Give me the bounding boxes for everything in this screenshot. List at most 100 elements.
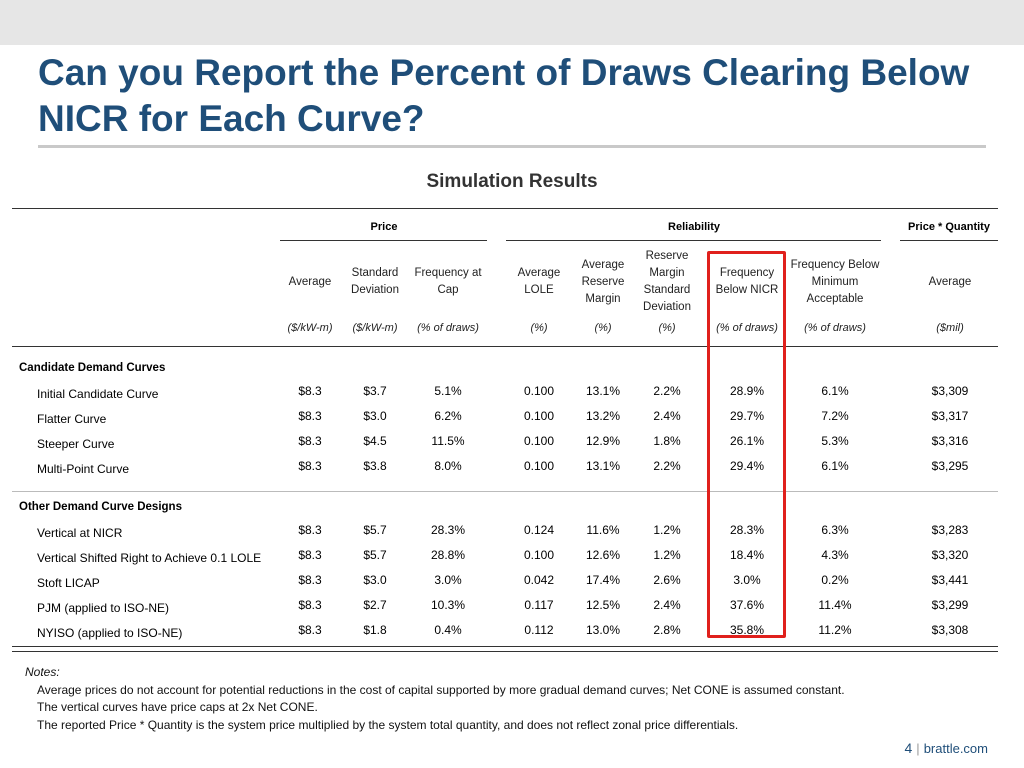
- table-cell: 13.2%: [585, 409, 621, 423]
- column-unit: (% of draws): [417, 322, 479, 334]
- group-header-reliability: Reliability: [668, 221, 720, 233]
- row-label: Vertical Shifted Right to Achieve 0.1 LO…: [37, 551, 262, 565]
- table-cell: 28.9%: [729, 384, 765, 398]
- row-label: NYISO (applied to ISO-NE): [37, 626, 183, 640]
- slide-title: Can you Report the Percent of Draws Clea…: [38, 52, 970, 139]
- table-cell: 6.2%: [434, 409, 462, 423]
- section-title: Other Demand Curve Designs: [19, 501, 182, 513]
- table-cell: 2.4%: [653, 598, 681, 612]
- table-cell: 2.4%: [653, 409, 681, 423]
- table-cell: 2.2%: [653, 384, 681, 398]
- table-cell: $1.8: [363, 623, 387, 637]
- table-cell: 35.8%: [729, 623, 765, 637]
- section-divider: [12, 491, 998, 492]
- group-rule-price: [280, 240, 487, 241]
- table-cell: $8.3: [298, 459, 322, 473]
- row-label: Multi-Point Curve: [37, 462, 130, 476]
- group-header-price: Price: [370, 221, 398, 233]
- table-cell: $5.7: [363, 548, 387, 562]
- table-cell: 0.100: [523, 459, 555, 473]
- table-cell: $8.3: [298, 548, 322, 562]
- table-cell: 29.7%: [729, 409, 765, 423]
- table-cell: $8.3: [298, 573, 322, 587]
- table-cell: 0.117: [524, 598, 554, 612]
- column-unit: ($mil): [936, 322, 964, 334]
- column-header: Reserve Margin Standard Deviation: [643, 250, 691, 313]
- table-cell: 1.2%: [653, 548, 681, 562]
- table-cell: 12.9%: [585, 434, 621, 448]
- table-cell: $2.7: [363, 598, 387, 612]
- table-cell: 2.2%: [653, 459, 681, 473]
- table-cell: $3,295: [931, 459, 969, 473]
- table-cell: $3.7: [363, 384, 387, 398]
- table-cell: 12.6%: [585, 548, 621, 562]
- column-unit: (% of draws): [804, 322, 866, 334]
- table-bottom-rule: [12, 646, 998, 652]
- table-cell: 13.1%: [585, 384, 621, 398]
- column-header: Average Reserve Margin: [581, 258, 625, 305]
- section-title: Candidate Demand Curves: [19, 362, 166, 374]
- table-cell: 1.8%: [653, 434, 681, 448]
- table-cell: $3,299: [931, 598, 969, 612]
- row-label: Vertical at NICR: [37, 526, 123, 540]
- column-header: Frequency Below Minimum Acceptable: [790, 258, 880, 305]
- column-unit: (%): [658, 322, 676, 334]
- table-caption: Simulation Results: [426, 171, 598, 192]
- table-top-rule: [12, 208, 998, 209]
- table-cell: 11.6%: [586, 523, 620, 537]
- table-cell: $4.5: [363, 434, 387, 448]
- table-cell: $3.0: [363, 409, 387, 423]
- row-label: Steeper Curve: [37, 437, 115, 451]
- notes: Notes: Average prices do not account for…: [25, 664, 845, 734]
- column-header: Average LOLE: [517, 267, 561, 296]
- top-bar: [0, 0, 1024, 45]
- title-rule: [38, 145, 986, 148]
- table-cell: 28.3%: [430, 523, 466, 537]
- group-header-price-quantity: Price * Quantity: [908, 221, 990, 233]
- table-cell: $8.3: [298, 434, 322, 448]
- column-header: Average: [288, 275, 332, 288]
- column-header: Standard Deviation: [351, 267, 399, 296]
- table-cell: 0.124: [523, 523, 555, 537]
- table-cell: 1.2%: [653, 523, 681, 537]
- table-cell: 0.2%: [821, 573, 849, 587]
- group-rule-price-quantity: [900, 240, 998, 241]
- table-cell: 0.100: [523, 409, 555, 423]
- highlight-box-frequency-below-nicr: [707, 251, 786, 638]
- table-cell: 13.0%: [585, 623, 621, 637]
- table-cell: 2.8%: [653, 623, 681, 637]
- table-cell: 0.042: [523, 573, 555, 587]
- table-cell: 6.1%: [821, 459, 849, 473]
- table-cell: 17.4%: [585, 573, 621, 587]
- table-cell: $3,283: [931, 523, 969, 537]
- table-cell: 28.8%: [430, 548, 466, 562]
- table-cell: $3,316: [931, 434, 969, 448]
- table-cell: $3,308: [931, 623, 969, 637]
- table-cell: 5.3%: [821, 434, 849, 448]
- row-label: PJM (applied to ISO-NE): [37, 601, 170, 615]
- table-cell: 7.2%: [821, 409, 849, 423]
- table-cell: $8.3: [298, 409, 322, 423]
- row-label: Stoft LICAP: [37, 576, 100, 590]
- table-cell: 8.0%: [434, 459, 462, 473]
- table-cell: 37.6%: [729, 598, 765, 612]
- table-cell: 0.100: [523, 548, 555, 562]
- table-cell: 0.112: [524, 623, 554, 637]
- note-line: Average prices do not account for potent…: [37, 682, 845, 697]
- note-line: The vertical curves have price caps at 2…: [37, 700, 318, 714]
- table-cell: $3.8: [363, 459, 387, 473]
- table-cell: 18.4%: [729, 548, 765, 562]
- table-cell: 6.1%: [821, 384, 849, 398]
- table-cell: $3,320: [931, 548, 969, 562]
- page-number: 4: [904, 740, 913, 756]
- table-cell: 2.6%: [653, 573, 681, 587]
- table-cell: 0.100: [523, 434, 555, 448]
- note-line: The reported Price * Quantity is the sys…: [37, 717, 739, 732]
- column-unit: ($/kW-m): [287, 322, 333, 334]
- group-rule-reliability: [506, 240, 881, 241]
- footer: 4 | brattle.com: [904, 740, 989, 756]
- footer-site: brattle.com: [923, 741, 988, 756]
- table-cell: $8.3: [298, 623, 322, 637]
- row-label: Flatter Curve: [37, 412, 107, 426]
- column-unit: (%): [594, 322, 612, 334]
